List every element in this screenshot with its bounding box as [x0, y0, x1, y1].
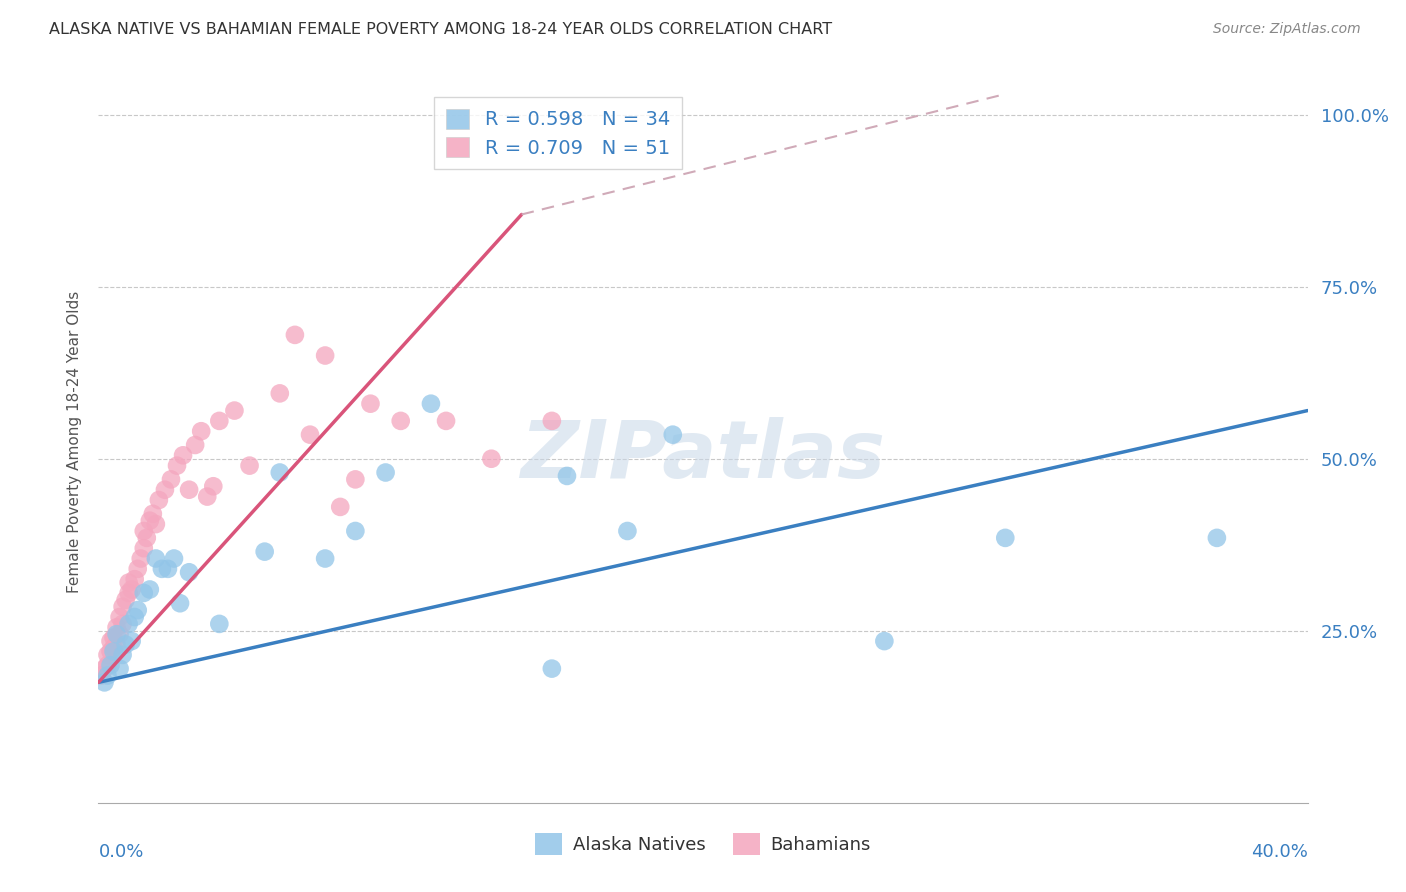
Point [150, 562, 173, 576]
Point [616, 524, 638, 538]
Point [360, 397, 382, 411]
Point [108, 662, 131, 676]
Point [132, 524, 155, 538]
Point [166, 458, 188, 473]
Point [103, 631, 125, 645]
Point [253, 544, 276, 558]
Point [148, 493, 170, 508]
Point [184, 438, 207, 452]
Point [163, 551, 186, 566]
Point [314, 349, 336, 363]
Point [135, 531, 157, 545]
Point [269, 466, 291, 480]
Point [121, 582, 143, 597]
Point [202, 479, 225, 493]
Point [540, 414, 562, 428]
Point [1206, 531, 1229, 545]
Point [160, 472, 183, 486]
Point [156, 562, 179, 576]
Point [145, 517, 167, 532]
Point [111, 599, 134, 614]
Point [344, 524, 367, 538]
Point [314, 551, 336, 566]
Point [555, 469, 578, 483]
Point [208, 616, 231, 631]
Point [139, 514, 162, 528]
Text: 40.0%: 40.0% [1251, 843, 1308, 861]
Point [111, 648, 134, 662]
Point [105, 627, 128, 641]
Point [179, 483, 201, 497]
Point [224, 403, 246, 417]
Point [118, 616, 141, 631]
Point [90, 668, 112, 682]
Point [121, 634, 143, 648]
Point [93, 675, 115, 690]
Point [127, 562, 149, 576]
Point [344, 472, 367, 486]
Point [239, 458, 262, 473]
Point [100, 644, 122, 658]
Point [93, 662, 115, 676]
Point [389, 414, 412, 428]
Point [108, 610, 131, 624]
Point [873, 634, 896, 648]
Point [139, 582, 162, 597]
Y-axis label: Female Poverty Among 18-24 Year Olds: Female Poverty Among 18-24 Year Olds [66, 291, 82, 592]
Point [284, 327, 307, 342]
Point [105, 638, 128, 652]
Point [329, 500, 352, 514]
Point [374, 466, 396, 480]
Point [124, 610, 146, 624]
Point [481, 451, 503, 466]
Point [103, 644, 125, 658]
Point [269, 386, 291, 401]
Point [108, 627, 131, 641]
Point [111, 616, 134, 631]
Point [132, 586, 155, 600]
Point [179, 566, 201, 580]
Point [118, 586, 141, 600]
Point [195, 490, 218, 504]
Point [124, 572, 146, 586]
Point [96, 658, 118, 673]
Point [129, 551, 152, 566]
Point [142, 507, 165, 521]
Text: 0.0%: 0.0% [98, 843, 143, 861]
Point [190, 424, 212, 438]
Point [208, 414, 231, 428]
Point [172, 448, 194, 462]
Point [994, 531, 1017, 545]
Point [114, 638, 136, 652]
Point [132, 541, 155, 556]
Point [169, 596, 191, 610]
Text: ZIPatlas: ZIPatlas [520, 417, 886, 495]
Point [299, 427, 322, 442]
Point [153, 483, 176, 497]
Point [96, 668, 118, 682]
Point [434, 414, 457, 428]
Point [100, 658, 122, 673]
Point [103, 640, 125, 655]
Text: Source: ZipAtlas.com: Source: ZipAtlas.com [1213, 22, 1361, 37]
Point [105, 620, 128, 634]
Point [420, 397, 443, 411]
Point [100, 634, 122, 648]
Point [661, 427, 683, 442]
Point [96, 648, 118, 662]
Text: ALASKA NATIVE VS BAHAMIAN FEMALE POVERTY AMONG 18-24 YEAR OLDS CORRELATION CHART: ALASKA NATIVE VS BAHAMIAN FEMALE POVERTY… [49, 22, 832, 37]
Point [118, 575, 141, 590]
Point [145, 551, 167, 566]
Point [540, 662, 562, 676]
Point [127, 603, 149, 617]
Point [114, 592, 136, 607]
Legend: R = 0.598   N = 34, R = 0.709   N = 51: R = 0.598 N = 34, R = 0.709 N = 51 [434, 97, 682, 169]
